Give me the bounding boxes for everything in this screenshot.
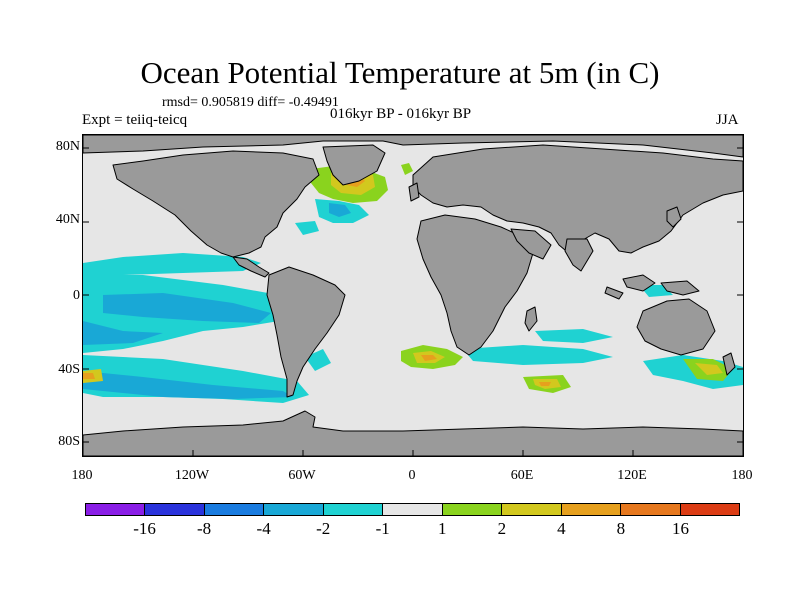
colorbar-swatch [264, 504, 324, 515]
season-label: JJA [716, 112, 739, 128]
southern-ocean-cool-core [83, 371, 293, 399]
sumatra [604, 286, 624, 300]
kerguelen-warm-center [539, 382, 551, 386]
agulhas-warm-center [421, 355, 437, 361]
arctic-sea-ice [83, 135, 743, 158]
british-isles [408, 182, 420, 202]
south-pacific-cool-core-2 [83, 321, 163, 345]
colorbar-label: -4 [256, 519, 271, 538]
map-panel [82, 134, 744, 457]
south-pacific-cool-core [103, 293, 271, 323]
colorbar-label: -1 [375, 519, 390, 538]
japan [666, 206, 682, 228]
australia [636, 298, 716, 356]
india [564, 238, 594, 272]
colorbar [85, 503, 740, 516]
tasman-warm-core [695, 363, 723, 375]
colorbar-swatch [502, 504, 562, 515]
map-title: Ocean Potential Temperature at 5m (in C) [140, 55, 660, 90]
south-america [266, 266, 346, 398]
axis-ticks [83, 147, 743, 456]
south-indian-cool-band [463, 345, 613, 365]
indian-ocean-cool-band [535, 329, 613, 343]
world-map [83, 135, 743, 456]
colorbar-swatch [323, 504, 384, 515]
colorbar-swatch [442, 504, 503, 515]
colorbar-label: 2 [497, 519, 507, 538]
colorbar-swatch [680, 504, 739, 515]
nordic-sea-warm-anomaly [401, 163, 413, 175]
colorbar-label: -8 [196, 519, 212, 538]
colorbar-label: 1 [438, 519, 447, 538]
land-masses [83, 135, 743, 456]
lon-label-180w: 180 [71, 468, 93, 483]
stats-text: rmsd= 0.905819 diff= -0.49491 [162, 95, 339, 110]
lat-label-40s: 40S [58, 362, 80, 377]
central-america [232, 256, 270, 278]
colorbar-swatch [621, 504, 681, 515]
west-atlantic-cool-patch [295, 221, 319, 235]
lon-label-0: 0 [408, 468, 416, 483]
eurasia [412, 144, 743, 256]
madagascar [524, 306, 538, 332]
colorbar-label: 16 [671, 519, 689, 538]
lat-label-0: 0 [73, 288, 80, 303]
lat-label-40n: 40N [55, 212, 80, 227]
borneo [622, 274, 656, 292]
africa [416, 214, 534, 356]
colorbar-swatch [561, 504, 622, 515]
colorbar-swatch [204, 504, 265, 515]
lon-label-180e: 180 [731, 468, 753, 483]
lon-label-120e: 120E [617, 468, 647, 483]
colorbar-label: -16 [133, 519, 156, 538]
period-label: 016kyr BP - 016kyr BP [330, 106, 472, 122]
dateline-warm-core [83, 373, 95, 379]
colorbar-label: -2 [316, 519, 331, 538]
colorbar-swatch [86, 504, 146, 515]
colorbar-label: 4 [557, 519, 566, 538]
lat-label-80n: 80N [55, 139, 80, 154]
arabian-peninsula [510, 228, 552, 260]
lat-label-80s: 80S [58, 434, 80, 449]
new-zealand [722, 352, 736, 376]
gulf-stream-cool-core [329, 203, 351, 217]
colorbar-swatch [145, 504, 205, 515]
lon-label-60w: 60W [288, 468, 316, 483]
experiment-label: Expt = teiiq-teicq [82, 112, 188, 128]
antarctica [83, 410, 743, 456]
lon-label-120w: 120W [174, 468, 210, 483]
colorbar-label: 8 [616, 519, 626, 538]
north-pacific-cool-band [83, 253, 261, 277]
lon-label-60e: 60E [510, 468, 534, 483]
greenland [322, 144, 386, 186]
colorbar-swatch [383, 504, 443, 515]
north-america [112, 150, 320, 258]
new-guinea [660, 280, 700, 296]
